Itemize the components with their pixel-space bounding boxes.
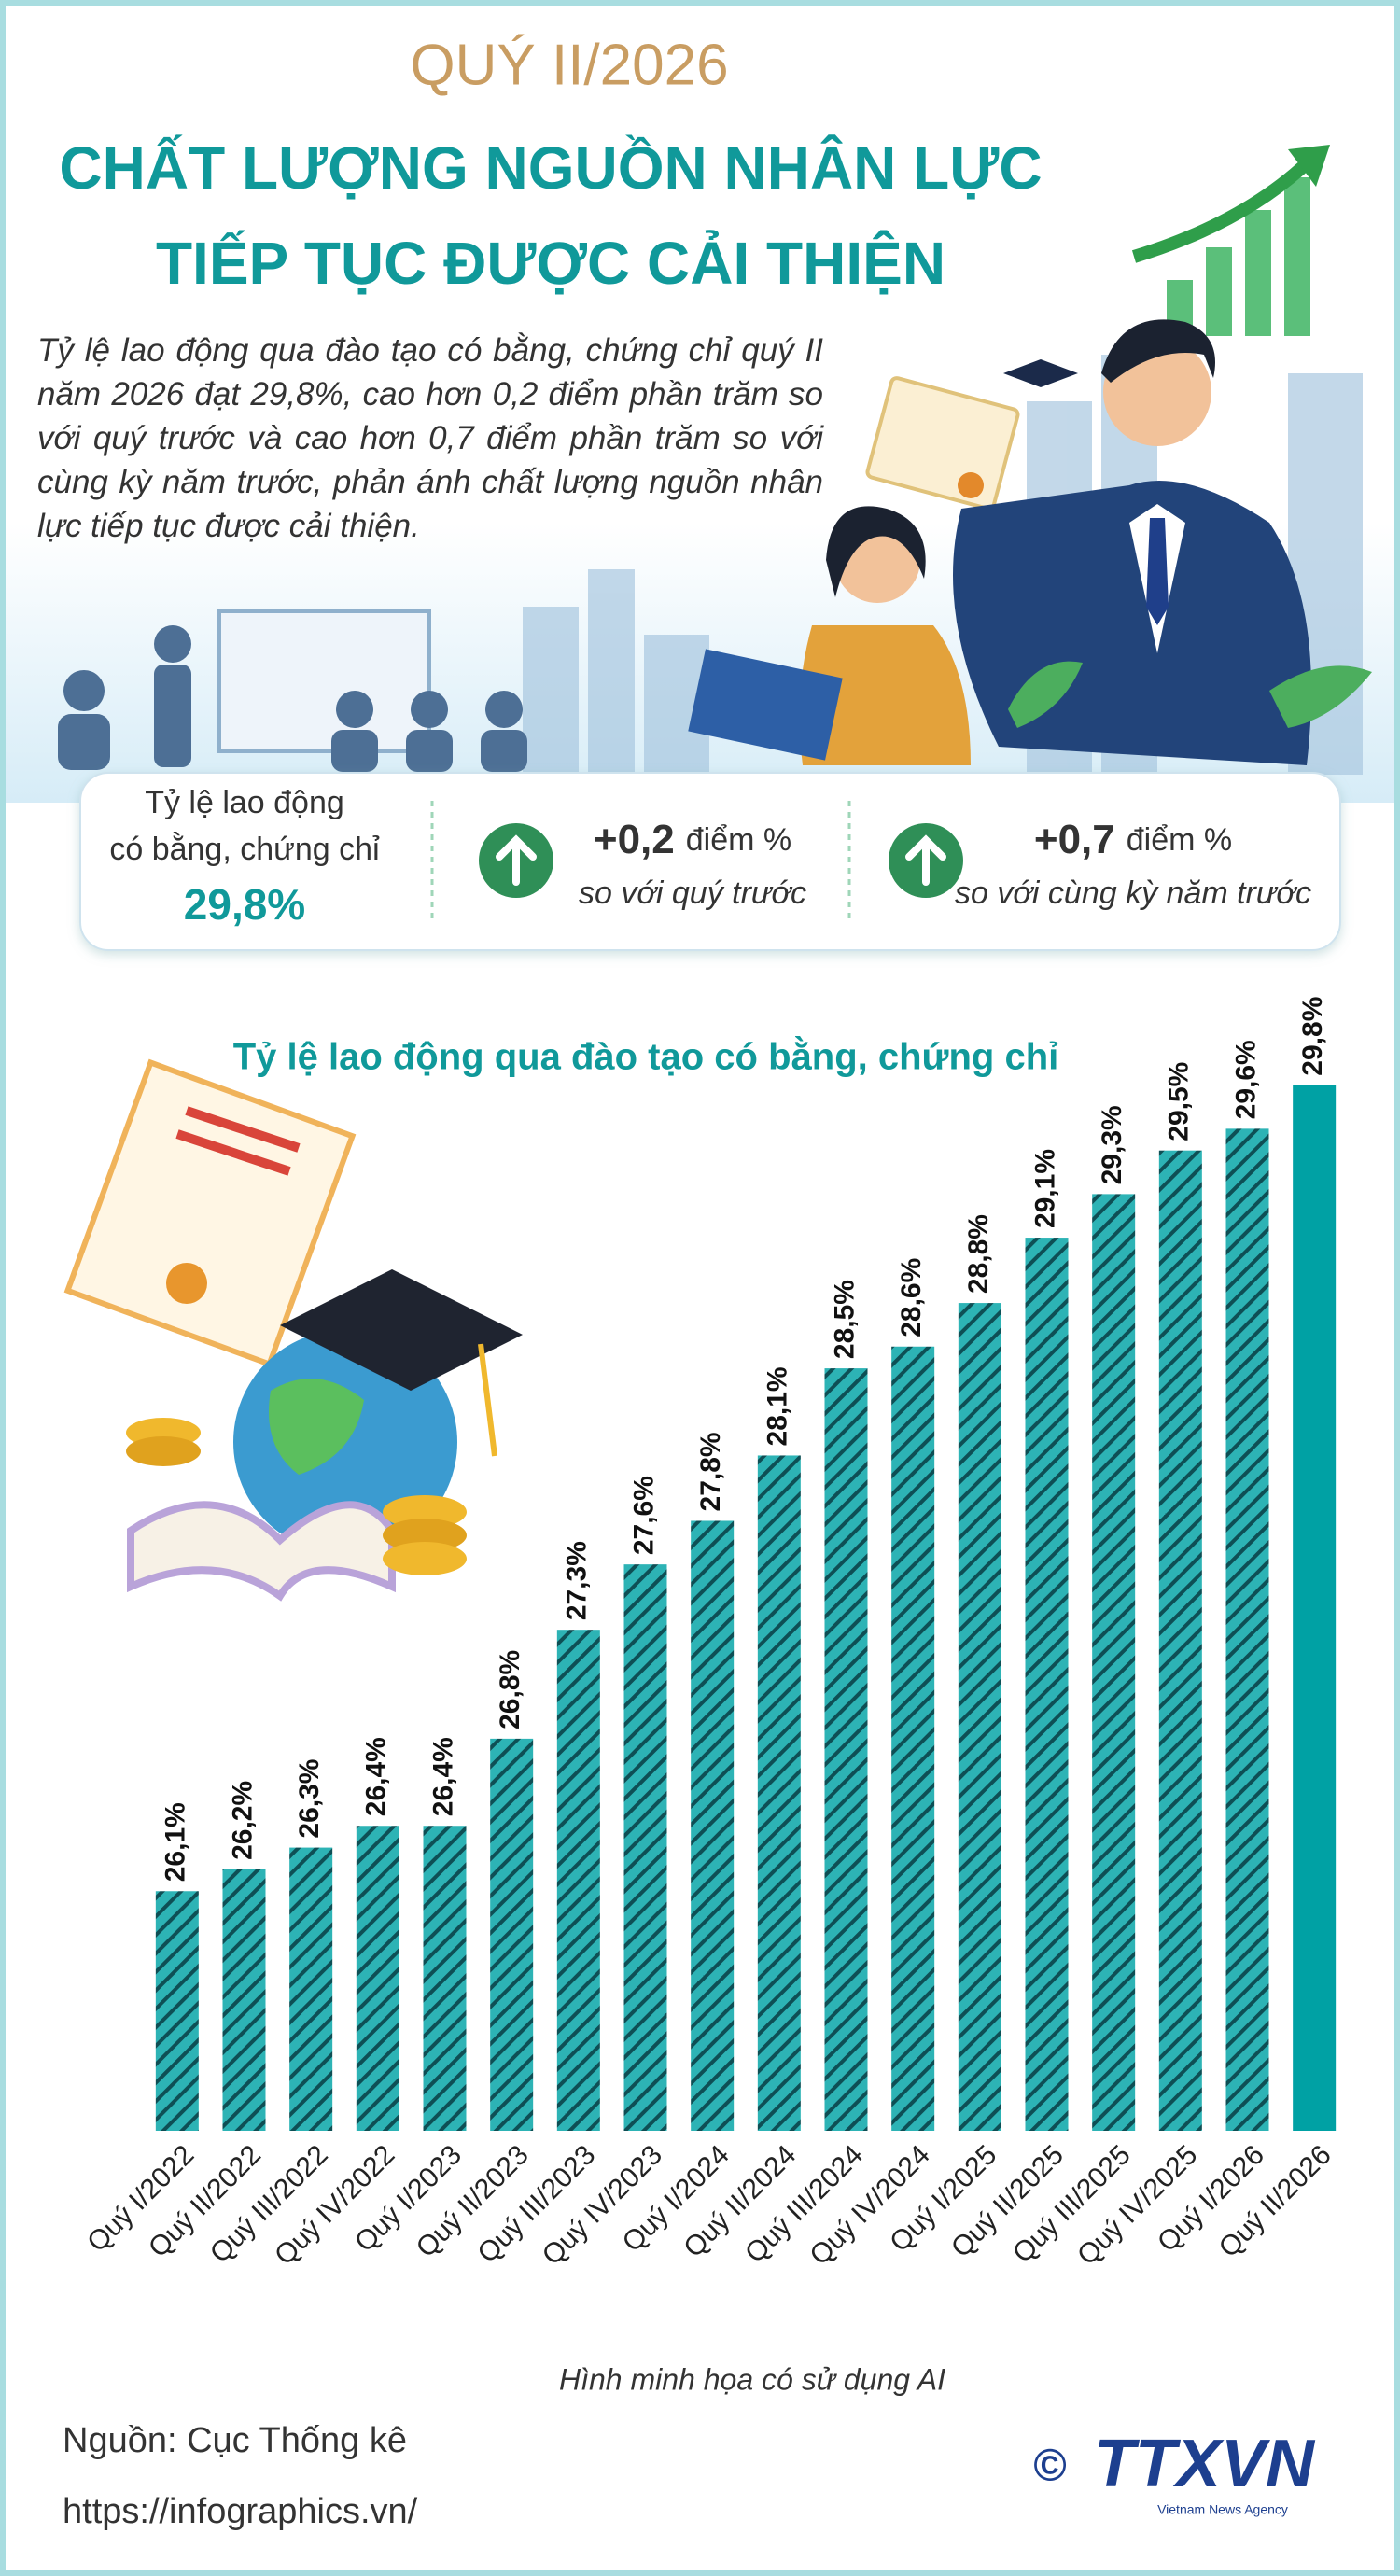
value-label: 26,2% <box>227 1781 258 1860</box>
footer-note: Hình minh họa có sử dụng AI <box>559 2362 945 2396</box>
bar <box>623 1564 667 2131</box>
value-label: 29,6% <box>1230 1040 1261 1119</box>
bar <box>891 1346 935 2131</box>
period: QUÝ II/2026 <box>410 33 728 97</box>
bar <box>222 1869 266 2131</box>
value-label: 29,1% <box>1029 1149 1060 1228</box>
value-label: 27,3% <box>562 1541 593 1620</box>
change-unit: điểm % <box>1127 822 1232 858</box>
summary-value: 29,8% <box>184 880 305 929</box>
value-label: 28,5% <box>829 1280 860 1359</box>
bar <box>556 1630 600 2131</box>
value-label: 26,1% <box>161 1802 191 1882</box>
title-line2: TIẾP TỤC ĐƯỢC CẢI THIỆN <box>156 229 945 297</box>
value-label: 26,4% <box>427 1737 458 1816</box>
change: +0,7 điểm % <box>1034 817 1232 862</box>
value-label: 27,6% <box>628 1476 659 1555</box>
bar <box>356 1826 399 2131</box>
summary-label: có bằng, chứng chỉ <box>109 832 380 867</box>
value-label: 29,8% <box>1297 997 1328 1076</box>
bar <box>757 1455 801 2131</box>
change: +0,2 điểm % <box>594 817 791 862</box>
logo-sub: Vietnam News Agency <box>1157 2502 1288 2517</box>
url: https://infographics.vn/ <box>63 2492 418 2531</box>
value-label: 29,3% <box>1097 1105 1127 1184</box>
summary-card <box>79 772 1341 951</box>
value-label: 28,8% <box>963 1214 994 1294</box>
change-unit: điểm % <box>686 822 791 858</box>
chart-title: Tỷ lệ lao động qua đào tạo có bằng, chứn… <box>233 1035 1059 1078</box>
change-note: so với cùng kỳ năm trước <box>955 875 1311 911</box>
people-illustration <box>688 319 1372 765</box>
title-line1: CHẤT LƯỢNG NGUỒN NHÂN LỰC <box>59 133 1042 202</box>
value-label: 29,5% <box>1164 1062 1195 1141</box>
bar <box>691 1520 735 2131</box>
change-note: so với quý trước <box>579 875 806 911</box>
intro-text: Tỷ lệ lao động qua đào tạo có bằng, chứn… <box>37 332 823 544</box>
change-value: +0,7 <box>1034 817 1115 862</box>
change-value: +0,2 <box>594 817 675 862</box>
source: Nguồn: Cục Thống kê <box>63 2421 407 2460</box>
bar <box>490 1738 534 2131</box>
bar <box>1092 1194 1136 2131</box>
up-icon <box>889 823 963 898</box>
bar <box>155 1891 199 2131</box>
value-label: 28,1% <box>763 1366 793 1446</box>
value-label: 26,4% <box>361 1737 392 1816</box>
bar <box>1225 1128 1269 2131</box>
meeting-silhouettes <box>58 609 527 772</box>
bar <box>289 1847 333 2131</box>
bar <box>1293 1085 1337 2131</box>
bar <box>1158 1150 1202 2131</box>
value-label: 26,8% <box>495 1650 525 1729</box>
bar <box>1025 1238 1069 2131</box>
bar <box>824 1368 868 2131</box>
value-label: 27,8% <box>695 1432 726 1511</box>
value-label: 26,3% <box>294 1759 325 1839</box>
value-label: 28,6% <box>896 1258 927 1337</box>
up-icon <box>479 823 553 898</box>
bar <box>958 1303 1001 2131</box>
education-illustration <box>63 1058 523 1602</box>
summary-label: Tỷ lệ lao động <box>145 785 344 820</box>
copyright: © <box>1033 2442 1066 2491</box>
logo: TTXVN <box>1094 2427 1316 2501</box>
bar <box>423 1826 467 2131</box>
